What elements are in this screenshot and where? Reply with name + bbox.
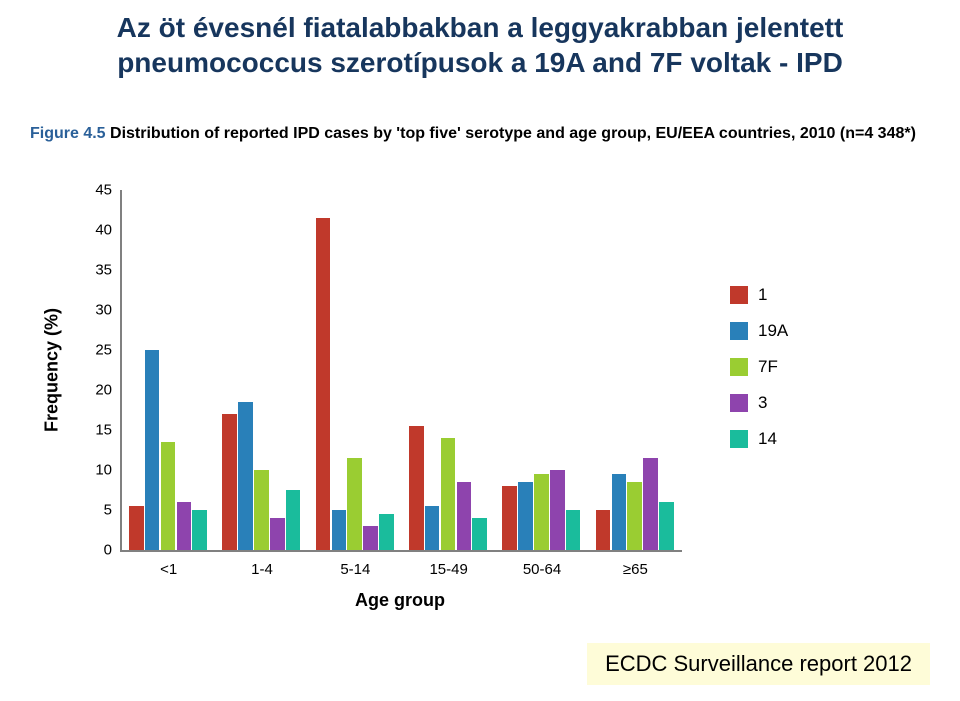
- legend-label: 1: [758, 285, 767, 305]
- bar: [518, 482, 533, 550]
- figure-number: Figure 4.5: [30, 125, 106, 142]
- x-tick: 15-49: [429, 561, 467, 578]
- bar: [425, 506, 440, 550]
- y-tick: 35: [72, 262, 112, 279]
- bar: [363, 526, 378, 550]
- legend-swatch: [730, 322, 748, 340]
- bar: [441, 438, 456, 550]
- bar: [254, 470, 269, 550]
- legend: 1 19A 7F 3 14: [730, 285, 788, 465]
- x-tick: ≥65: [623, 561, 648, 578]
- plot-area: 051015202530354045<11-45-1415-4950-64≥65: [120, 190, 682, 552]
- bar: [177, 502, 192, 550]
- y-axis-label: Frequency (%): [42, 308, 63, 432]
- bar: [222, 414, 237, 550]
- x-tick: <1: [160, 561, 177, 578]
- bar: [332, 510, 347, 550]
- bar: [129, 506, 144, 550]
- legend-item: 19A: [730, 321, 788, 341]
- legend-label: 19A: [758, 321, 788, 341]
- bar: [161, 442, 176, 550]
- source-citation: ECDC Surveillance report 2012: [587, 643, 930, 685]
- legend-item: 1: [730, 285, 788, 305]
- legend-swatch: [730, 358, 748, 376]
- bar: [316, 218, 331, 550]
- bar: [409, 426, 424, 550]
- legend-swatch: [730, 286, 748, 304]
- legend-label: 14: [758, 429, 777, 449]
- bar: [596, 510, 611, 550]
- bar: [457, 482, 472, 550]
- legend-item: 14: [730, 429, 788, 449]
- y-tick: 20: [72, 382, 112, 399]
- y-tick: 0: [72, 542, 112, 559]
- bar: [379, 514, 394, 550]
- bar: [502, 486, 517, 550]
- figure-caption: Figure 4.5 Distribution of reported IPD …: [30, 125, 930, 143]
- x-tick: 5-14: [340, 561, 370, 578]
- y-tick: 45: [72, 182, 112, 199]
- bar: [270, 518, 285, 550]
- y-tick: 15: [72, 422, 112, 439]
- x-tick: 50-64: [523, 561, 561, 578]
- bar: [659, 502, 674, 550]
- bar: [627, 482, 642, 550]
- slide-title: Az öt évesnél fiatalabbakban a leggyakra…: [40, 10, 920, 80]
- bar-chart: Frequency (%) 051015202530354045<11-45-1…: [30, 175, 930, 630]
- legend-item: 7F: [730, 357, 788, 377]
- y-tick: 40: [72, 222, 112, 239]
- y-tick: 5: [72, 502, 112, 519]
- y-tick: 10: [72, 462, 112, 479]
- legend-label: 7F: [758, 357, 778, 377]
- bar: [534, 474, 549, 550]
- slide: Az öt évesnél fiatalabbakban a leggyakra…: [0, 0, 960, 701]
- legend-item: 3: [730, 393, 788, 413]
- x-tick: 1-4: [251, 561, 273, 578]
- bar: [550, 470, 565, 550]
- y-tick: 30: [72, 302, 112, 319]
- x-axis-label: Age group: [120, 590, 680, 611]
- legend-swatch: [730, 430, 748, 448]
- bar: [286, 490, 301, 550]
- legend-swatch: [730, 394, 748, 412]
- legend-label: 3: [758, 393, 767, 413]
- bar: [238, 402, 253, 550]
- bar: [643, 458, 658, 550]
- bar: [347, 458, 362, 550]
- y-tick: 25: [72, 342, 112, 359]
- figure-description: Distribution of reported IPD cases by 't…: [110, 125, 916, 142]
- bar: [192, 510, 207, 550]
- bar: [566, 510, 581, 550]
- bar: [612, 474, 627, 550]
- bar: [472, 518, 487, 550]
- bar: [145, 350, 160, 550]
